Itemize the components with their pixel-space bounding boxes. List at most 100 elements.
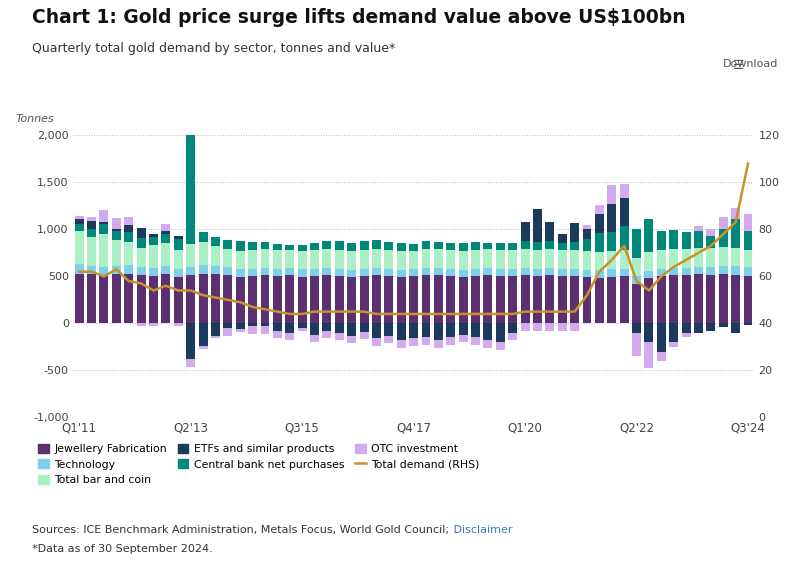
Bar [100, 224, 109, 234]
Bar [719, 217, 727, 228]
Bar [100, 275, 109, 323]
Bar [384, 241, 393, 250]
Bar [335, 241, 344, 250]
Bar [397, 340, 406, 348]
Bar [558, 234, 567, 243]
Bar [595, 205, 604, 214]
Bar [149, 234, 158, 237]
Bar [558, 250, 567, 268]
Bar [187, 323, 195, 359]
Bar [570, 323, 579, 331]
Bar [199, 242, 208, 265]
Bar [496, 323, 504, 342]
Bar [372, 268, 381, 275]
Bar [372, 240, 381, 249]
Bar [273, 331, 281, 338]
Bar [397, 277, 406, 323]
Bar [732, 219, 740, 248]
Bar [422, 268, 431, 275]
Bar [632, 333, 641, 356]
Bar [273, 250, 281, 268]
Bar [384, 250, 393, 269]
Bar [112, 231, 121, 240]
Bar [582, 224, 591, 230]
Bar [521, 241, 530, 249]
Bar [620, 276, 629, 323]
Bar [546, 275, 554, 323]
Bar [310, 244, 319, 250]
Bar [248, 268, 257, 276]
Bar [632, 258, 641, 276]
Bar [187, 359, 195, 367]
Bar [607, 277, 616, 323]
Bar [410, 251, 418, 269]
Bar [422, 249, 431, 268]
Bar [161, 224, 170, 231]
Bar [434, 323, 443, 340]
Bar [359, 276, 368, 323]
Bar [645, 219, 654, 252]
Bar [384, 323, 393, 336]
Bar [694, 231, 703, 248]
Bar [582, 239, 591, 251]
Bar [310, 250, 319, 269]
Bar [570, 268, 579, 276]
Bar [87, 222, 96, 229]
Bar [211, 266, 220, 275]
Bar [434, 249, 443, 268]
Text: Disclaimer: Disclaimer [450, 525, 513, 535]
Bar [471, 323, 480, 337]
Bar [236, 241, 245, 250]
Bar [471, 269, 480, 276]
Bar [372, 323, 381, 338]
Bar [310, 323, 319, 334]
Bar [558, 268, 567, 276]
Bar [124, 224, 133, 232]
Bar [657, 351, 666, 361]
Bar [347, 243, 356, 251]
Bar [706, 228, 715, 236]
Bar [669, 267, 678, 275]
Bar [137, 248, 145, 267]
Bar [199, 323, 208, 346]
Bar [75, 219, 84, 224]
Bar [397, 323, 406, 340]
Legend: Jewellery Fabrication, Technology, Total bar and coin, ETFs and similar products: Jewellery Fabrication, Technology, Total… [38, 444, 480, 485]
Bar [645, 271, 654, 278]
Bar [310, 269, 319, 276]
Bar [546, 267, 554, 275]
Bar [137, 323, 145, 326]
Bar [669, 249, 678, 268]
Bar [632, 230, 641, 258]
Bar [199, 265, 208, 274]
Bar [645, 278, 654, 323]
Bar [422, 337, 431, 345]
Text: Chart 1: Gold price surge lifts demand value above US$100bn: Chart 1: Gold price surge lifts demand v… [32, 8, 686, 28]
Bar [732, 266, 740, 275]
Bar [149, 323, 158, 326]
Bar [471, 276, 480, 323]
Bar [75, 216, 84, 219]
Bar [285, 333, 294, 340]
Bar [582, 270, 591, 277]
Bar [137, 228, 145, 237]
Bar [632, 323, 641, 333]
Bar [410, 276, 418, 323]
Bar [87, 217, 96, 222]
Bar [706, 267, 715, 275]
Bar [459, 277, 468, 323]
Bar [248, 243, 257, 250]
Bar [645, 323, 654, 342]
Bar [446, 269, 455, 276]
Bar [174, 236, 182, 239]
Bar [236, 277, 245, 323]
Bar [161, 231, 170, 234]
Bar [285, 250, 294, 268]
Bar [260, 275, 269, 323]
Bar [384, 269, 393, 276]
Bar [732, 208, 740, 219]
Bar [273, 323, 281, 331]
Bar [595, 271, 604, 278]
Bar [410, 269, 418, 276]
Bar [694, 323, 703, 333]
